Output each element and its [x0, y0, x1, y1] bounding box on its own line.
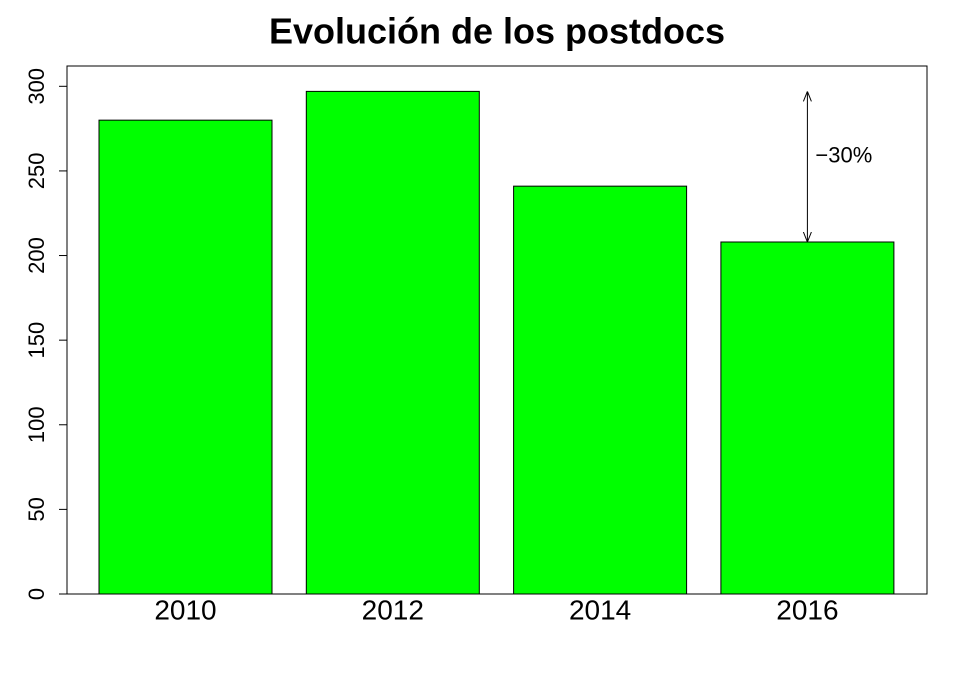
- plot-frame: [66, 65, 928, 595]
- x-tick-label: 2014: [569, 594, 631, 625]
- y-tick-label: 300: [24, 68, 49, 105]
- x-tick-label: 2010: [154, 594, 216, 625]
- x-tick-label: 2016: [776, 594, 838, 625]
- y-tick-label: 150: [24, 322, 49, 359]
- bar: [513, 185, 688, 595]
- y-tick-label: 0: [24, 588, 49, 600]
- bar: [98, 119, 273, 595]
- y-tick-label: 200: [24, 237, 49, 274]
- bar: [720, 241, 895, 595]
- x-tick-label: 2012: [362, 594, 424, 625]
- annotation-label: −30%: [815, 143, 872, 168]
- bar: [305, 90, 480, 595]
- y-tick-label: 250: [24, 153, 49, 190]
- y-tick-label: 50: [24, 497, 49, 521]
- chart-title: Evolución de los postdocs: [269, 11, 725, 52]
- y-tick-label: 100: [24, 406, 49, 443]
